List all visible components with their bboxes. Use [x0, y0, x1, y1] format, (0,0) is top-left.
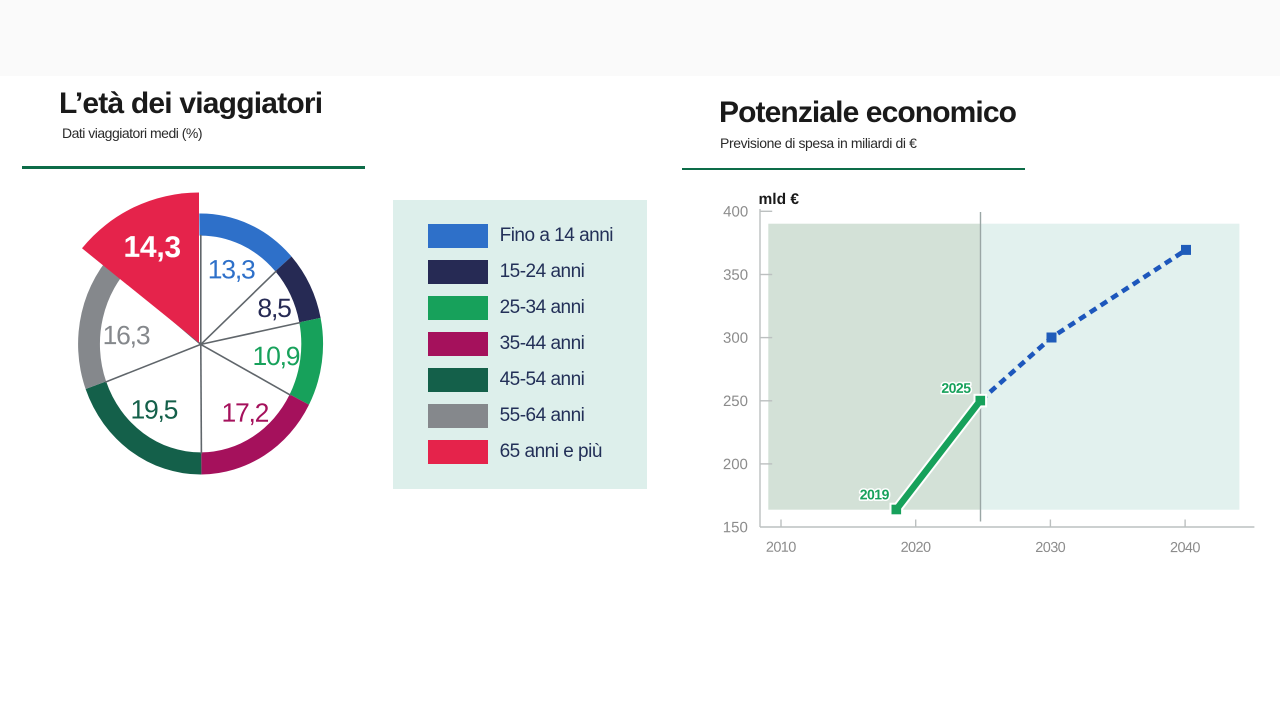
svg-text:350: 350 [723, 267, 748, 284]
svg-text:400: 400 [723, 204, 748, 221]
svg-text:200: 200 [723, 456, 748, 473]
svg-text:2030: 2030 [1035, 540, 1065, 556]
svg-text:13,3: 13,3 [208, 254, 255, 284]
svg-text:2010: 2010 [766, 540, 796, 556]
svg-text:mld €: mld € [758, 191, 799, 208]
svg-text:8,5: 8,5 [257, 293, 291, 323]
svg-text:2019: 2019 [860, 486, 890, 502]
svg-text:17,2: 17,2 [221, 398, 268, 428]
svg-text:10,9: 10,9 [253, 341, 300, 371]
svg-text:150: 150 [723, 519, 748, 536]
svg-text:2040: 2040 [1170, 540, 1200, 556]
svg-text:300: 300 [723, 330, 748, 347]
svg-text:250: 250 [723, 393, 748, 410]
svg-text:2025: 2025 [941, 380, 971, 396]
svg-text:2020: 2020 [901, 540, 931, 556]
svg-text:14,3: 14,3 [124, 231, 181, 264]
svg-text:19,5: 19,5 [130, 395, 177, 425]
svg-text:16,3: 16,3 [103, 320, 150, 350]
